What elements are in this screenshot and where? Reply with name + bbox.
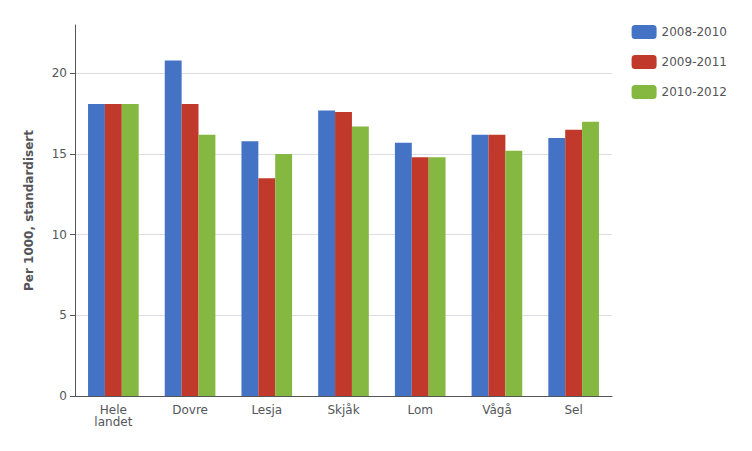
svg-text:15: 15 (52, 147, 67, 161)
svg-text:Vågå: Vågå (482, 403, 512, 417)
svg-text:20: 20 (52, 66, 67, 80)
svg-text:2008-2010: 2008-2010 (662, 25, 727, 39)
svg-text:5: 5 (59, 308, 67, 322)
svg-text:Lesja: Lesja (251, 403, 282, 417)
svg-text:2010-2012: 2010-2012 (662, 85, 727, 99)
svg-text:10: 10 (52, 228, 67, 242)
svg-text:landet: landet (94, 415, 132, 429)
svg-text:Skjåk: Skjåk (327, 403, 359, 417)
svg-text:2009-2011: 2009-2011 (662, 55, 727, 69)
svg-text:Hele: Hele (99, 403, 127, 417)
svg-text:Dovre: Dovre (172, 403, 208, 417)
svg-text:Sel: Sel (564, 403, 582, 417)
svg-text:Per 1000, standardisert: Per 1000, standardisert (22, 130, 36, 291)
svg-text:0: 0 (59, 389, 67, 403)
svg-text:Lom: Lom (407, 403, 433, 417)
